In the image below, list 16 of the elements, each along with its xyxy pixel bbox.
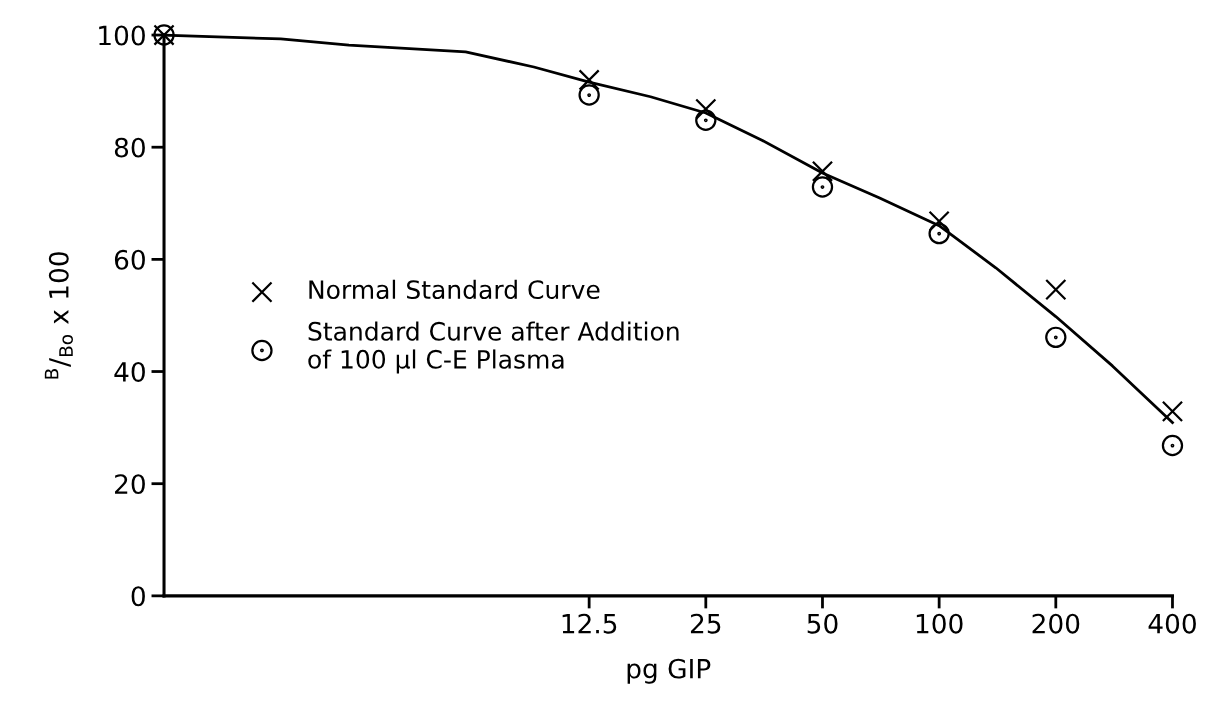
x-tick-label: 25 — [690, 613, 721, 634]
y-tick-label: 80 — [114, 137, 145, 158]
legend-label: Normal Standard Curve — [309, 279, 600, 300]
x-tick-label: 200 — [1032, 613, 1080, 634]
y-axis-title: $^{B}$/$_{Bo}$ x 100 — [44, 252, 73, 379]
y-tick-label: 60 — [114, 249, 145, 270]
x-tick-label: 12.5 — [562, 613, 617, 634]
y-tick-label: 0 — [131, 586, 145, 607]
y-tick-label: 40 — [114, 361, 145, 382]
x-tick-label: 400 — [1148, 613, 1196, 634]
x-tick-label: 100 — [916, 613, 963, 634]
legend-label: Standard Curve after Addition of 100 µl C-E Plasma — [308, 321, 679, 374]
x-axis-title: pg GIP — [627, 658, 711, 684]
x-tick-label: 50 — [807, 613, 838, 634]
y-tick-label: 20 — [115, 474, 145, 495]
y-tick-label: 100 — [99, 25, 145, 46]
